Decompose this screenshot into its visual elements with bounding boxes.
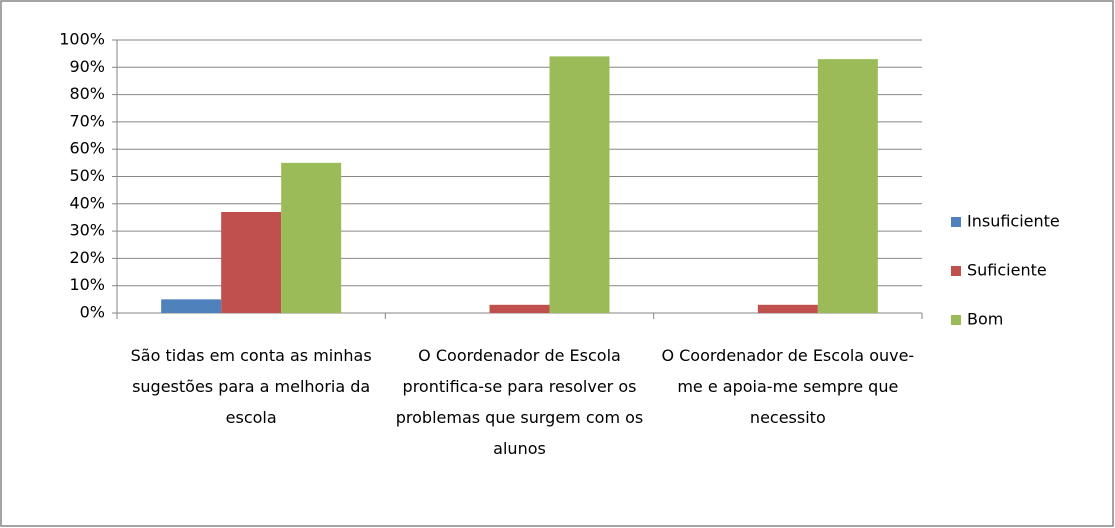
y-tick-label: 80% [69,84,105,103]
y-tick-label: 10% [69,275,105,294]
bar [161,299,222,313]
legend-label: Bom [967,310,1003,329]
legend-swatch [951,217,961,227]
bar [281,162,342,313]
legend-swatch [951,266,961,276]
bar [549,56,610,313]
legend-label: Insuficiente [967,212,1060,231]
x-tick-label: São tidas em conta as minhas sugestões p… [130,346,372,427]
bar [757,304,818,313]
bar [817,59,878,313]
bar [489,304,550,313]
legend-label: Suficiente [967,261,1047,280]
x-tick-label: O Coordenador de Escola ouve-me e apoia-… [661,346,915,427]
y-tick-label: 0% [80,303,105,322]
x-tick-label: O Coordenador de Escola prontifica-se pa… [395,346,644,458]
y-tick-label: 70% [69,111,105,130]
y-tick-label: 100% [59,30,105,49]
y-tick-label: 50% [69,166,105,185]
bar [221,211,282,313]
y-tick-label: 20% [69,248,105,267]
y-tick-label: 60% [69,139,105,158]
legend-swatch [951,315,961,325]
y-tick-label: 90% [69,57,105,76]
y-tick-label: 40% [69,193,105,212]
y-tick-label: 30% [69,221,105,240]
